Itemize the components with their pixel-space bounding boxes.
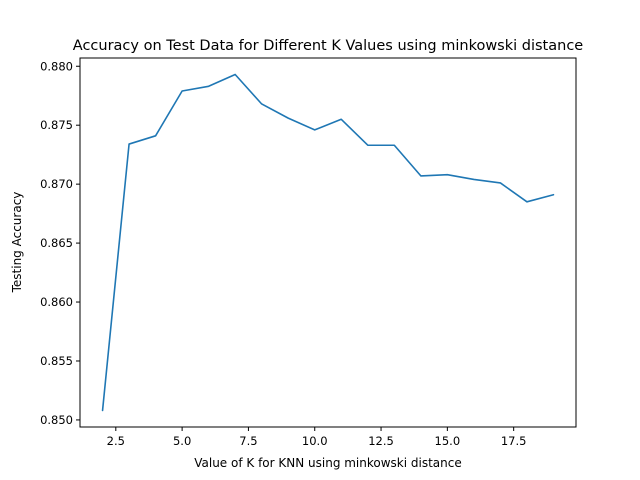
plot-area [101,73,555,412]
x-axis-label: Value of K for KNN using minkowski dista… [194,456,462,470]
y-tick-label: 0.860 [40,295,73,309]
y-tick-label: 0.870 [40,177,73,191]
x-tick-label: 7.5 [239,434,257,448]
y-tick-label: 0.880 [40,59,73,73]
x-tick-label: 10.0 [302,434,328,448]
y-tick-label: 0.875 [40,118,73,132]
y-tick-label: 0.865 [40,236,73,250]
x-tick-label: 5.0 [173,434,191,448]
y-tick-label: 0.850 [40,413,73,427]
y-tick-label: 0.855 [40,354,73,368]
x-tick-label: 17.5 [501,434,527,448]
y-axis-label: Testing Accuracy [10,192,24,294]
axis-ticks: 2.5 5.0 7.5 10.0 12.5 15.0 17.5 0.850 0.855 0.860… [40,59,526,448]
chart-title: Accuracy on Test Data for Different K Va… [73,38,584,54]
x-tick-label: 12.5 [368,434,394,448]
x-tick-label: 15.0 [435,434,461,448]
axes-frame [79,57,577,428]
series-line [101,73,555,412]
x-tick-label: 2.5 [107,434,125,448]
